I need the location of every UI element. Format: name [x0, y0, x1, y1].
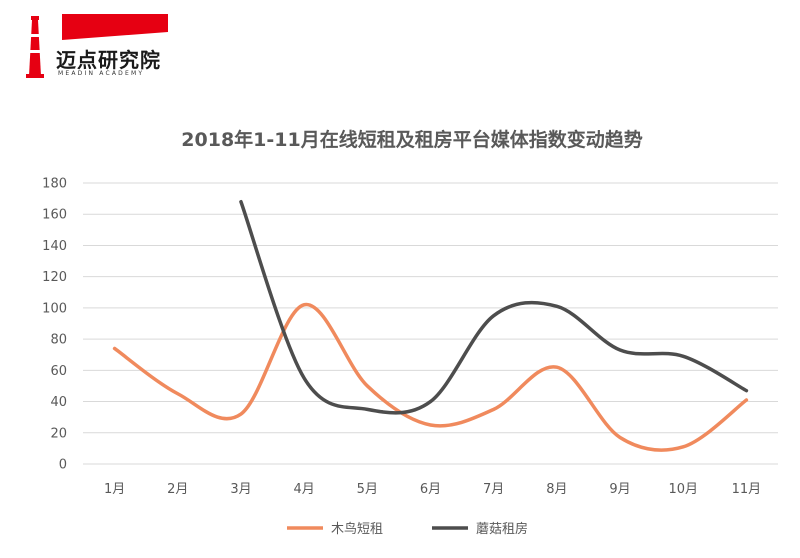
legend-label-1: 木鸟短租: [331, 521, 383, 537]
y-tick-label: 80: [50, 333, 67, 348]
x-axis-ticks: 1月 2月 3月 4月 5月 6月 7月 8月 9月 10月 11月: [104, 482, 761, 497]
series-line-2: [239, 199, 749, 415]
y-tick-label: 160: [42, 208, 67, 223]
y-tick-label: 120: [42, 270, 67, 285]
y-tick-label: 100: [42, 301, 67, 316]
logo-banner-shape: [62, 14, 168, 40]
series-lines: [112, 199, 749, 452]
x-tick-label: 6月: [420, 482, 441, 497]
x-tick-label: 10月: [668, 482, 698, 497]
chart-legend: 木鸟短租 蘑菇租房: [287, 521, 528, 537]
x-tick-label: 2月: [167, 482, 188, 497]
brand-logo: [26, 14, 168, 78]
lighthouse-icon: [26, 16, 44, 78]
brand-name: 迈点研究院: [56, 48, 161, 72]
legend-item-1: 木鸟短租: [287, 521, 383, 537]
y-tick-label: 60: [50, 364, 67, 379]
brand-subtitle: MEADIN ACADEMY: [58, 70, 145, 77]
x-tick-label: 7月: [483, 482, 504, 497]
legend-label-2: 蘑菇租房: [476, 521, 528, 537]
grid-lines: [83, 182, 778, 465]
chart-title: 2018年1-11月在线短租及租房平台媒体指数变动趋势: [181, 128, 642, 151]
x-tick-label: 4月: [293, 482, 314, 497]
x-tick-label: 5月: [357, 482, 378, 497]
y-tick-label: 180: [42, 177, 67, 192]
y-tick-label: 40: [50, 395, 67, 410]
y-tick-label: 0: [59, 458, 67, 473]
legend-item-2: 蘑菇租房: [432, 521, 528, 537]
y-tick-label: 20: [50, 426, 67, 441]
x-tick-label: 11月: [732, 482, 762, 497]
y-tick-label: 140: [42, 239, 67, 254]
x-tick-label: 9月: [609, 482, 630, 497]
y-axis-ticks: 0 20 40 60 80 100 120 140 160 180: [42, 177, 67, 473]
x-tick-label: 8月: [546, 482, 567, 497]
series-line-1: [112, 303, 749, 452]
x-tick-label: 3月: [230, 482, 251, 497]
x-tick-label: 1月: [104, 482, 125, 497]
